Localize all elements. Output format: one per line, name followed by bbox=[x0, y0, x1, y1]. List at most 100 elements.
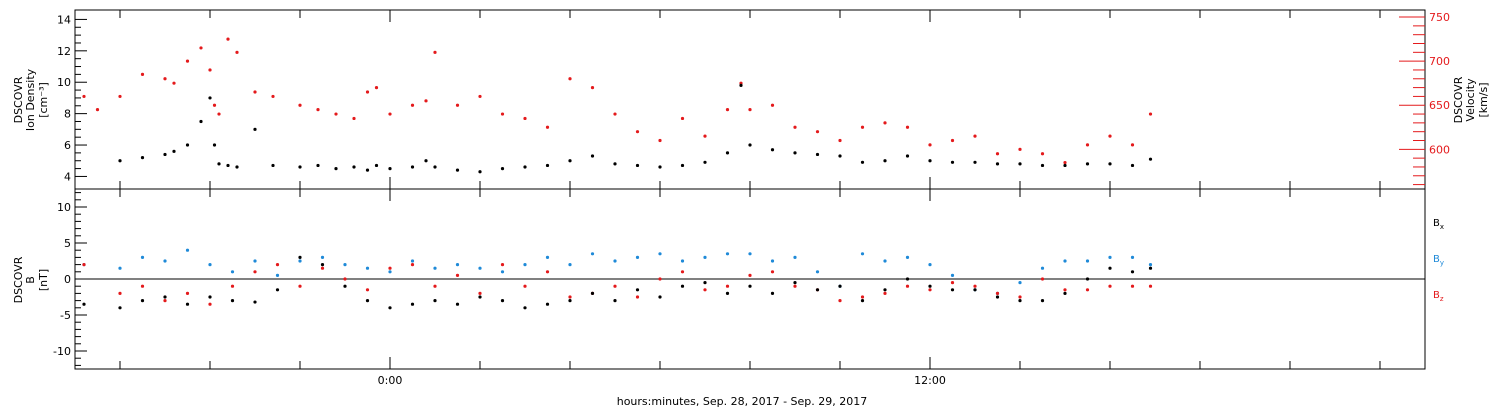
bx-point bbox=[253, 300, 257, 304]
by-point bbox=[208, 263, 212, 267]
velocity-point bbox=[199, 46, 203, 50]
bx-point bbox=[838, 284, 842, 288]
ion-density-point bbox=[793, 151, 797, 155]
bx-point bbox=[275, 288, 280, 292]
velocity-point bbox=[163, 77, 167, 81]
top-right-tick-label: 600 bbox=[1429, 143, 1450, 156]
bz-point bbox=[545, 270, 550, 274]
ion-density-point bbox=[1148, 157, 1153, 161]
bottom-left-ylabel-line2: B bbox=[24, 276, 37, 284]
velocity-point bbox=[118, 94, 122, 99]
bz-point bbox=[680, 270, 685, 274]
bz-point bbox=[118, 291, 122, 295]
ion-density-point bbox=[316, 163, 320, 168]
ion-density-point bbox=[905, 154, 910, 158]
top-right-tick-label: 650 bbox=[1429, 99, 1450, 112]
bz-point bbox=[523, 284, 527, 288]
velocity-point bbox=[185, 59, 190, 63]
top-left-ylabel-line1: DSCOVR bbox=[12, 76, 25, 123]
top-left-tick-label: 14 bbox=[57, 13, 71, 26]
bz-point bbox=[388, 266, 392, 270]
by-point bbox=[545, 255, 550, 259]
ion-density-point bbox=[199, 119, 203, 124]
velocity-point bbox=[523, 116, 527, 121]
velocity-point bbox=[635, 130, 640, 134]
ion-density-point bbox=[928, 159, 932, 163]
ion-density-point bbox=[838, 154, 842, 158]
bz-point bbox=[995, 291, 1000, 295]
velocity-point bbox=[1108, 134, 1112, 138]
velocity-point bbox=[883, 121, 887, 125]
by-point bbox=[590, 252, 595, 256]
bottom-left-ylabel-line1: DSCOVR bbox=[12, 256, 25, 303]
ion-density-point bbox=[334, 166, 338, 171]
bottom-panel: -10 -5 0 5 10 0:00 12:00 DSCOVR B [nT] Bx By … bbox=[12, 10, 1444, 387]
by-point bbox=[410, 259, 415, 263]
ion-density-point bbox=[995, 162, 1000, 166]
velocity-point bbox=[253, 90, 257, 94]
by-point bbox=[298, 259, 302, 263]
bottom-left-axis: -10 -5 0 5 10 bbox=[53, 192, 87, 366]
bz-point bbox=[883, 291, 887, 295]
bz-point bbox=[82, 263, 86, 267]
velocity-point bbox=[140, 72, 145, 76]
velocity-point bbox=[500, 112, 505, 116]
bx-point bbox=[883, 288, 887, 292]
ion-density-point bbox=[212, 143, 217, 147]
velocity-point bbox=[613, 112, 617, 116]
bz-point bbox=[1108, 284, 1112, 288]
ion-density-point bbox=[140, 155, 145, 160]
bx-point bbox=[523, 306, 527, 310]
bottom-left-tick-label: 0 bbox=[64, 273, 71, 286]
bz-point bbox=[298, 284, 302, 288]
by-point bbox=[1148, 263, 1153, 267]
bx-point bbox=[455, 302, 460, 306]
ion-density-point bbox=[703, 160, 707, 164]
ion-density-point bbox=[208, 96, 212, 100]
bx-point bbox=[500, 299, 505, 303]
ion-density-point bbox=[298, 165, 302, 169]
bx-point bbox=[928, 284, 932, 288]
velocity-point bbox=[424, 99, 428, 103]
by-point bbox=[365, 266, 370, 270]
bx-point bbox=[635, 288, 640, 292]
top-left-tick-label: 4 bbox=[64, 170, 71, 183]
ion-density-point bbox=[271, 163, 275, 168]
by-point bbox=[118, 266, 122, 270]
by-point bbox=[343, 263, 347, 267]
velocity-point bbox=[703, 134, 707, 138]
top-left-axis: 4 6 8 10 12 14 bbox=[57, 13, 87, 183]
bottom-data-points bbox=[82, 248, 1153, 310]
velocity-point bbox=[1063, 160, 1067, 165]
bz-point bbox=[838, 299, 842, 303]
ion-density-point bbox=[590, 154, 595, 158]
bz-point bbox=[455, 273, 460, 277]
by-point bbox=[1063, 259, 1067, 263]
velocity-point bbox=[374, 85, 379, 90]
by-point bbox=[523, 263, 527, 267]
bx-point bbox=[725, 291, 730, 295]
velocity-point bbox=[172, 81, 176, 85]
ion-density-point bbox=[739, 83, 743, 87]
bx-point bbox=[410, 302, 415, 306]
by-point bbox=[500, 270, 505, 274]
bottom-left-tick-label: -5 bbox=[60, 309, 71, 322]
top-left-ylabel-line2: Ion Density bbox=[24, 68, 37, 131]
x-tick-label: 0:00 bbox=[378, 374, 403, 387]
bx-point bbox=[1040, 299, 1045, 303]
ion-density-point bbox=[185, 143, 190, 147]
bx-point bbox=[82, 302, 86, 306]
ion-density-point bbox=[217, 162, 221, 166]
ion-density-point bbox=[860, 160, 865, 164]
top-data-points bbox=[82, 37, 1153, 174]
bx-point bbox=[388, 306, 392, 310]
bx-point bbox=[613, 299, 617, 303]
bz-point bbox=[1063, 288, 1067, 292]
bz-point bbox=[275, 263, 280, 267]
top-right-ylabel-line3: [km/s] bbox=[1477, 82, 1490, 117]
bz-point bbox=[163, 299, 167, 303]
bx-point bbox=[118, 306, 122, 310]
bx-point bbox=[365, 299, 370, 303]
bx-point bbox=[185, 302, 190, 306]
